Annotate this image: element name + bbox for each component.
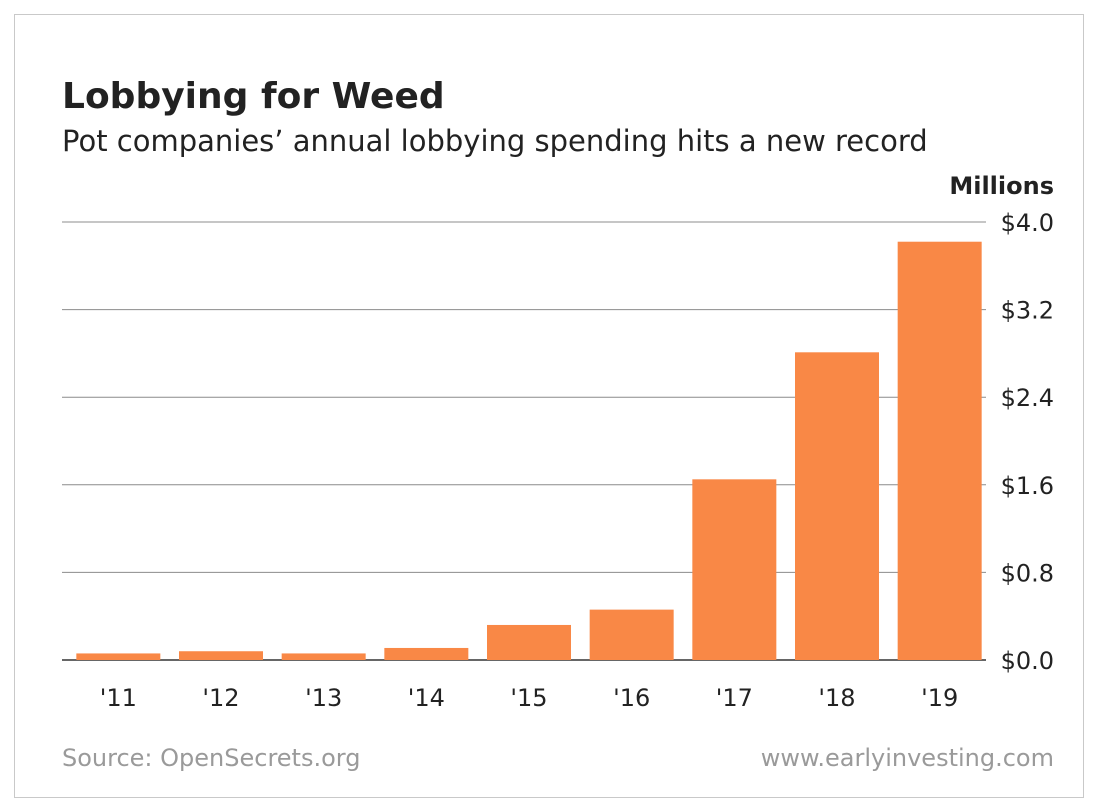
y-tick-label: $1.6 xyxy=(1001,472,1054,500)
x-tick-label: '11 xyxy=(100,684,137,712)
bars xyxy=(76,241,982,660)
y-tick-label: $3.2 xyxy=(1001,297,1054,325)
x-tick-label: '13 xyxy=(305,684,342,712)
bar xyxy=(384,647,469,660)
bar xyxy=(589,609,674,660)
x-tick-labels: '11 '12 '13 '14 '15 '16 '17 '18 '19 xyxy=(100,684,958,712)
y-tick-label: $0.0 xyxy=(1001,647,1054,675)
bar xyxy=(795,352,879,660)
y-tick-label: $2.4 xyxy=(1001,384,1054,412)
chart-title: Lobbying for Weed xyxy=(62,76,445,117)
y-axis-unit-label: Millions xyxy=(949,172,1054,200)
x-tick-label: '14 xyxy=(408,684,445,712)
x-tick-label: '19 xyxy=(921,684,958,712)
x-tick-label: '16 xyxy=(613,684,650,712)
y-tick-label: $4.0 xyxy=(1001,209,1054,237)
y-tick-label: $0.8 xyxy=(1001,559,1054,587)
x-tick-label: '18 xyxy=(818,684,855,712)
bar xyxy=(179,651,263,660)
bar xyxy=(692,479,777,660)
bar xyxy=(487,624,571,660)
website-credit: www.earlyinvesting.com xyxy=(760,744,1054,772)
bar xyxy=(281,653,366,660)
x-tick-label: '15 xyxy=(510,684,547,712)
x-tick-label: '17 xyxy=(716,684,753,712)
bar xyxy=(76,653,161,660)
chart-subtitle: Pot companies’ annual lobbying spending … xyxy=(62,124,928,158)
bar xyxy=(897,241,982,660)
source-note: Source: OpenSecrets.org xyxy=(62,744,361,772)
y-tick-labels: $0.0 $0.8 $1.6 $2.4 $3.2 $4.0 xyxy=(1001,209,1054,675)
x-tick-label: '12 xyxy=(202,684,239,712)
